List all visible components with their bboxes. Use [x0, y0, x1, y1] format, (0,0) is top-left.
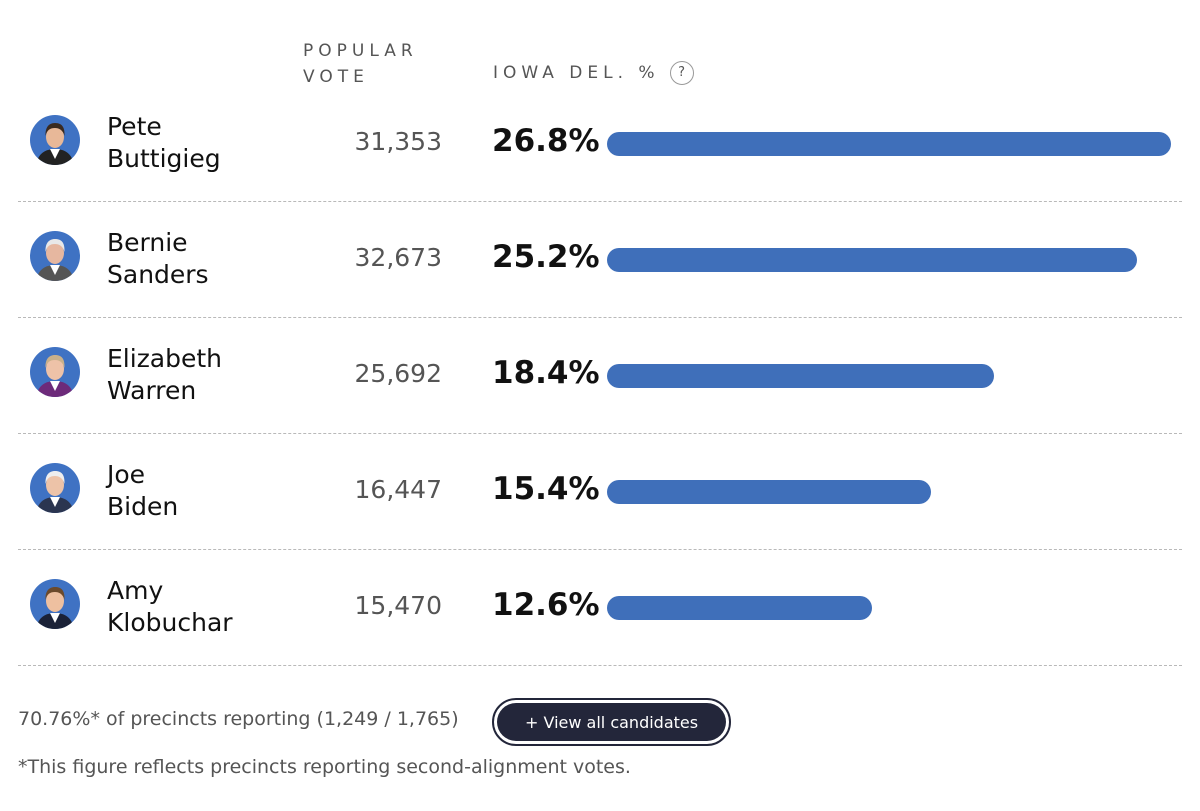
row-divider — [18, 433, 1182, 434]
candidate-row: Pete Buttigieg 31,353 26.8% — [0, 86, 1200, 202]
candidate-avatar — [30, 579, 80, 629]
candidate-name: Pete Buttigieg — [107, 112, 221, 173]
delegate-percent-header: IOWA DEL. % ? — [493, 60, 694, 86]
popular-vote-value: 31,353 — [354, 127, 442, 156]
row-divider — [18, 317, 1182, 318]
view-all-candidates-wrapper[interactable]: + View all candidates — [492, 698, 732, 746]
popular-vote-value: 25,692 — [354, 359, 442, 388]
row-divider — [18, 201, 1182, 202]
delegate-percent-label: 15.4% — [492, 471, 600, 507]
candidate-name: Amy Klobuchar — [107, 576, 233, 637]
candidate-avatar — [30, 347, 80, 397]
row-divider — [18, 665, 1182, 666]
popular-vote-header: POPULAR VOTE — [303, 41, 418, 87]
delegate-percent-label: 25.2% — [492, 239, 600, 275]
popular-vote-value: 32,673 — [354, 243, 442, 272]
delegate-percent-bar — [607, 480, 931, 504]
candidate-avatar — [30, 115, 80, 165]
candidate-row: Joe Biden 16,447 15.4% — [0, 434, 1200, 550]
precincts-reporting-text: 70.76%* of precincts reporting (1,249 / … — [18, 708, 459, 730]
delegate-percent-label: 26.8% — [492, 123, 600, 159]
delegate-percent-bar — [607, 248, 1137, 272]
candidate-name: Elizabeth Warren — [107, 344, 223, 405]
popular-vote-value: 16,447 — [354, 475, 442, 504]
candidate-name: Joe Biden — [107, 460, 179, 521]
results-table: Pete Buttigieg 31,353 26.8% Bernie Sanders 3… — [0, 86, 1200, 666]
delegate-percent-header-label: IOWA DEL. % — [493, 63, 660, 83]
footnote-text: *This figure reflects precincts reportin… — [18, 756, 631, 778]
candidate-row: Elizabeth Warren 25,692 18.4% — [0, 318, 1200, 434]
delegate-percent-bar — [607, 364, 994, 388]
delegate-percent-label: 12.6% — [492, 587, 600, 623]
candidate-row: Amy Klobuchar 15,470 12.6% — [0, 550, 1200, 666]
row-divider — [18, 549, 1182, 550]
popular-vote-value: 15,470 — [354, 591, 442, 620]
view-all-candidates-button[interactable]: + View all candidates — [497, 703, 727, 741]
candidate-row: Bernie Sanders 32,673 25.2% — [0, 202, 1200, 318]
delegate-percent-bar — [607, 596, 872, 620]
candidate-name: Bernie Sanders — [107, 228, 209, 289]
delegate-percent-label: 18.4% — [492, 355, 600, 391]
candidate-avatar — [30, 231, 80, 281]
help-icon[interactable]: ? — [669, 61, 694, 85]
candidate-avatar — [30, 463, 80, 513]
delegate-percent-bar — [607, 132, 1171, 156]
